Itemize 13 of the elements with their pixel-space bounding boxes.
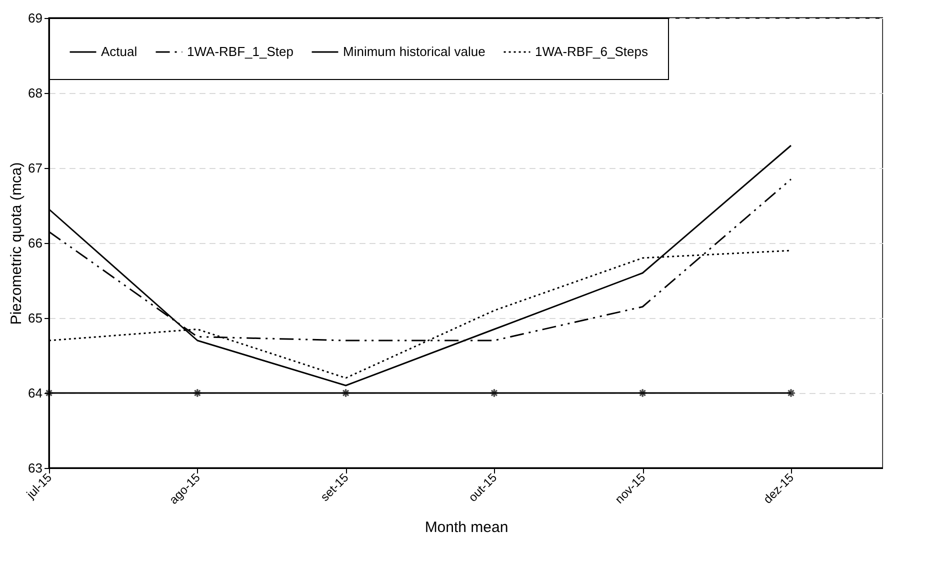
y-tick-label: 69 xyxy=(28,10,42,26)
y-tick-label: 63 xyxy=(28,460,42,476)
y-tick-label: 65 xyxy=(28,310,42,326)
legend-label: Actual xyxy=(101,44,138,59)
y-tick-label: 68 xyxy=(28,86,42,100)
x-axis-title: Month mean xyxy=(424,519,508,536)
legend-label: 1WA-RBF_1_Step xyxy=(187,44,294,59)
legend-label: Minimum historical value xyxy=(343,44,486,59)
y-axis-title: Piezometric quota (mca) xyxy=(8,162,26,325)
y-tick-label: 64 xyxy=(28,386,42,400)
y-tick-label: 67 xyxy=(28,160,42,176)
y-tick-label: 66 xyxy=(28,236,42,250)
legend-label: 1WA-RBF_6_Steps xyxy=(535,44,648,59)
